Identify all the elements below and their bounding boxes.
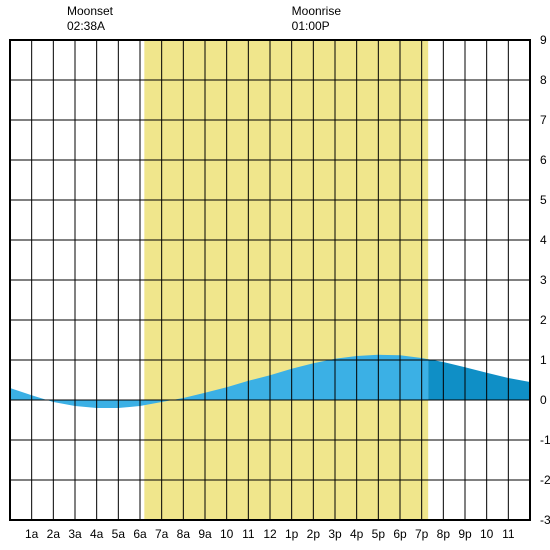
x-tick-label: 10 [480,527,494,541]
x-tick-label: 6a [133,527,147,541]
x-tick-label: 5a [112,527,126,541]
x-tick-label: 3a [68,527,82,541]
x-tick-label: 8p [437,527,451,541]
y-tick-label: -3 [540,513,550,527]
x-tick-label: 7p [415,527,429,541]
x-tick-label: 1p [285,527,299,541]
y-tick-label: 0 [540,393,547,407]
y-tick-label: 7 [540,113,547,127]
y-tick-label: 8 [540,73,547,87]
y-tick-label: 9 [540,33,547,47]
x-tick-label: 12 [263,527,277,541]
chart.headers.moonrise.title-label: Moonrise [292,4,342,18]
x-tick-label: 2a [47,527,61,541]
x-tick-label: 8a [177,527,191,541]
y-tick-label: 4 [540,233,547,247]
y-tick-label: 3 [540,273,547,287]
x-tick-label: 4a [90,527,104,541]
x-tick-label: 2p [307,527,321,541]
y-tick-label: -2 [540,473,550,487]
x-tick-label: 11 [242,527,255,541]
x-tick-label: 9a [198,527,212,541]
x-tick-label: 6p [393,527,407,541]
x-tick-label: 3p [328,527,342,541]
y-tick-label: 6 [540,153,547,167]
tide-chart: 1a2a3a4a5a6a7a8a9a1011121p2p3p4p5p6p7p8p… [0,0,550,550]
chart.headers.moonset.time-label: 02:38A [67,19,105,33]
chart-svg: 1a2a3a4a5a6a7a8a9a1011121p2p3p4p5p6p7p8p… [0,0,550,550]
x-tick-label: 11 [502,527,515,541]
x-tick-label: 7a [155,527,169,541]
x-tick-label: 4p [350,527,364,541]
chart.headers.moonset.title-label: Moonset [67,4,114,18]
x-tick-label: 9p [458,527,472,541]
x-tick-label: 10 [220,527,234,541]
x-tick-label: 1a [25,527,39,541]
chart.headers.moonrise.time-label: 01:00P [292,19,330,33]
y-tick-label: -1 [540,433,550,447]
y-tick-label: 1 [540,353,547,367]
y-tick-label: 5 [540,193,547,207]
x-tick-label: 5p [372,527,386,541]
y-tick-label: 2 [540,313,547,327]
